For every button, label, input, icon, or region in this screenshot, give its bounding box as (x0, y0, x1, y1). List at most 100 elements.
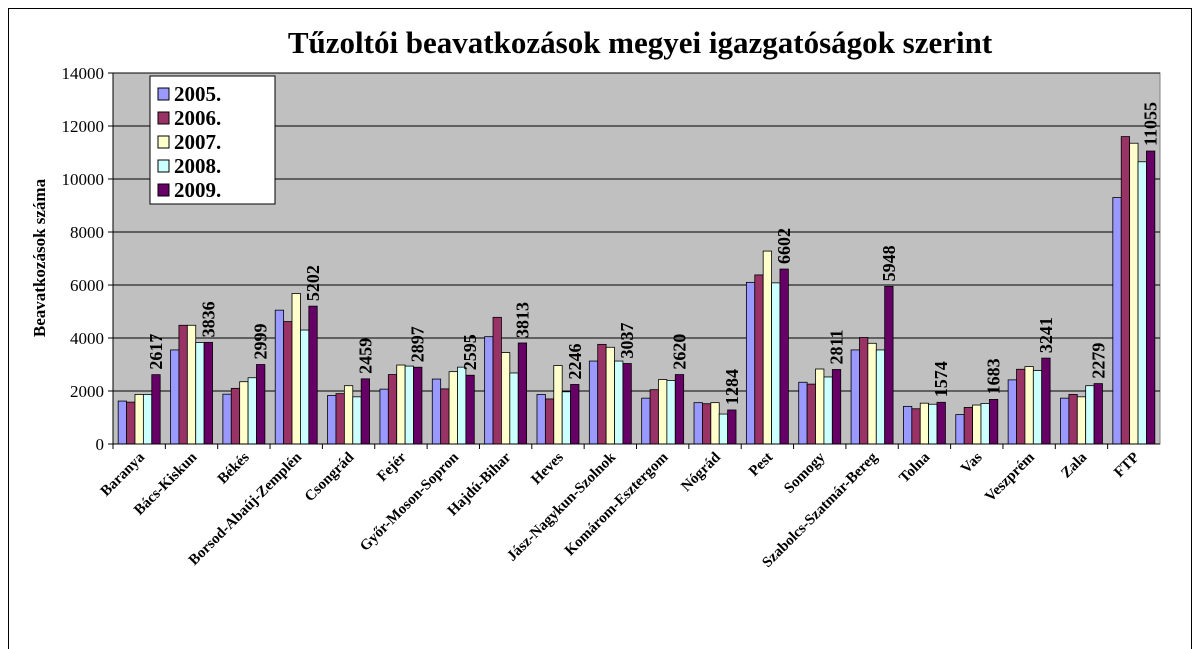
bar (859, 337, 869, 445)
bar (641, 397, 651, 445)
bar (230, 387, 241, 445)
bar (588, 360, 599, 445)
bar (972, 404, 982, 445)
bar (875, 349, 886, 445)
bar (379, 388, 389, 445)
legend-label: 2008. (174, 154, 221, 178)
bar (1024, 366, 1034, 445)
data-label: 3241 (1036, 317, 1056, 353)
y-tick-label: 6000 (70, 276, 104, 295)
bar (815, 368, 825, 445)
bar (501, 352, 511, 445)
bar (457, 366, 467, 445)
bar (1112, 197, 1122, 445)
legend-swatch (157, 87, 170, 101)
data-label: 5948 (879, 245, 899, 281)
data-label: 2897 (408, 326, 428, 362)
bar (387, 374, 398, 445)
bar (203, 341, 213, 445)
bar (649, 389, 659, 445)
bar (955, 414, 965, 445)
y-tick-label: 12000 (62, 117, 105, 136)
bar (570, 384, 580, 445)
legend-swatch (157, 183, 170, 197)
bar (745, 281, 756, 445)
bar (806, 383, 816, 445)
bar (142, 394, 153, 445)
bar (404, 365, 414, 445)
bar (936, 401, 946, 445)
bar (674, 374, 685, 445)
bar (274, 309, 285, 445)
data-label: 2459 (355, 338, 375, 374)
y-axis-label: Beavatkozások száma (30, 178, 49, 337)
bar (413, 366, 423, 445)
bar (754, 274, 764, 445)
bar (903, 405, 913, 445)
data-label: 2620 (669, 334, 689, 370)
bar (1041, 357, 1051, 445)
bar (597, 343, 607, 445)
bar (360, 378, 370, 445)
legend-label: 2009. (174, 178, 221, 202)
bar (440, 388, 450, 445)
data-label: 3037 (617, 323, 637, 359)
bar (988, 399, 999, 445)
bar (702, 403, 712, 445)
bar (762, 250, 772, 445)
bar (239, 381, 249, 445)
bar (335, 393, 345, 445)
bar (614, 360, 624, 445)
bar (1137, 161, 1147, 445)
bar (561, 391, 571, 445)
bar (126, 401, 136, 445)
bar (980, 403, 990, 445)
bar (867, 342, 877, 445)
bar (151, 374, 161, 445)
bar (727, 409, 737, 445)
bar (622, 363, 632, 445)
bar (117, 400, 127, 445)
bar (448, 371, 458, 445)
legend-swatch (157, 135, 170, 149)
y-tick-label: 8000 (70, 223, 104, 242)
bar (1060, 397, 1070, 445)
bar (327, 395, 337, 445)
y-tick-label: 4000 (70, 329, 104, 348)
bar (1076, 396, 1087, 445)
bar (1093, 383, 1103, 445)
data-label: 2246 (565, 343, 585, 379)
bar (465, 374, 475, 445)
bar (343, 385, 354, 445)
legend-label: 2005. (174, 82, 221, 106)
bar (352, 396, 362, 445)
bar (431, 378, 442, 445)
bar (536, 394, 546, 445)
bar (823, 376, 833, 445)
legend-swatch (157, 111, 170, 125)
data-label: 3813 (512, 302, 532, 338)
bar (1068, 394, 1078, 445)
bar (919, 402, 930, 445)
data-label: 1574 (931, 361, 951, 397)
y-tick-label: 0 (96, 435, 105, 454)
bar (553, 365, 563, 445)
legend (149, 75, 276, 205)
legend-swatch (157, 159, 170, 173)
legend-label: 2006. (174, 106, 221, 130)
bar (1129, 142, 1139, 445)
bar (658, 379, 668, 445)
data-label: 2595 (460, 334, 480, 370)
bar (492, 316, 502, 445)
bar (779, 268, 789, 445)
bar (283, 321, 293, 445)
bar (710, 402, 720, 445)
data-label: 2999 (251, 324, 271, 360)
bar (693, 402, 703, 445)
bar (1016, 368, 1026, 445)
data-label: 1284 (722, 369, 742, 405)
data-label: 2279 (1088, 343, 1108, 379)
bar (195, 342, 205, 445)
bar (291, 293, 301, 445)
